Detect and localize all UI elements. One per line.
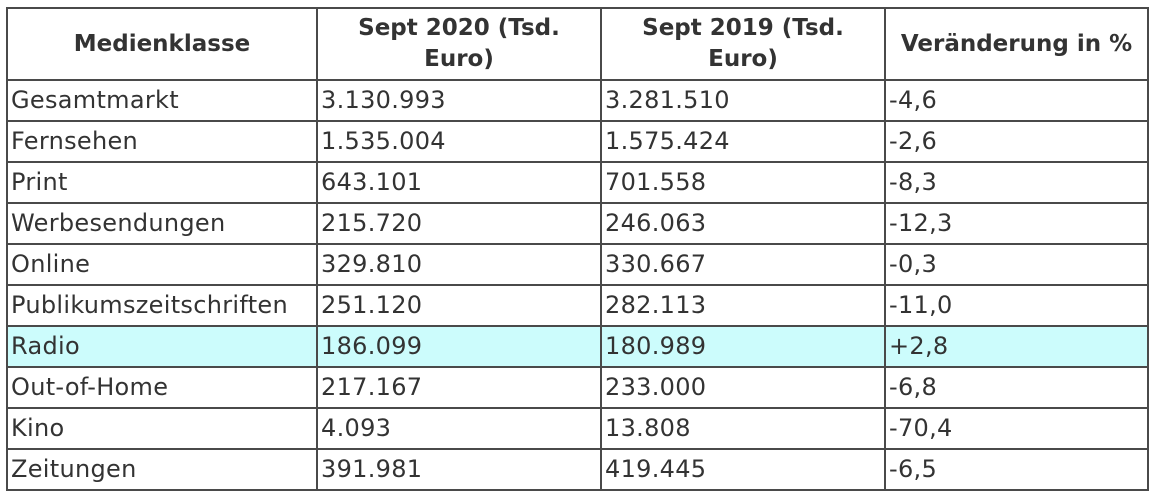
cell: -6,5 — [884, 448, 1149, 491]
cell: 282.113 — [600, 284, 886, 327]
table-row: Out-of-Home 217.167 233.000 -6,8 — [6, 366, 1149, 409]
cell: -4,6 — [884, 79, 1149, 122]
cell: 1.575.424 — [600, 120, 886, 163]
cell: 1.535.004 — [316, 120, 602, 163]
cell: 251.120 — [316, 284, 602, 327]
row-label: Gesamtmarkt — [6, 79, 318, 122]
row-label: Zeitungen — [6, 448, 318, 491]
table-row: Online 329.810 330.667 -0,3 — [6, 243, 1149, 286]
cell: 643.101 — [316, 161, 602, 204]
cell: 246.063 — [600, 202, 886, 245]
column-header: Medienklasse — [6, 7, 318, 81]
table-row: Fernsehen 1.535.004 1.575.424 -2,6 — [6, 120, 1149, 163]
cell: +2,8 — [884, 325, 1149, 368]
cell: -8,3 — [884, 161, 1149, 204]
header-row: Medienklasse Sept 2020 (Tsd. Euro) Sept 20… — [6, 7, 1149, 81]
cell: 330.667 — [600, 243, 886, 286]
cell: 233.000 — [600, 366, 886, 409]
row-label: Online — [6, 243, 318, 286]
table-header: Medienklasse Sept 2020 (Tsd. Euro) Sept 20… — [6, 7, 1149, 81]
cell: 701.558 — [600, 161, 886, 204]
cell: 419.445 — [600, 448, 886, 491]
cell: 215.720 — [316, 202, 602, 245]
cell: 3.130.993 — [316, 79, 602, 122]
cell: 217.167 — [316, 366, 602, 409]
cell: -0,3 — [884, 243, 1149, 286]
cell: 180.989 — [600, 325, 886, 368]
cell: 329.810 — [316, 243, 602, 286]
cell: -11,0 — [884, 284, 1149, 327]
table-row: Print 643.101 701.558 -8,3 — [6, 161, 1149, 204]
column-header: Veränderung in % — [884, 7, 1149, 81]
cell: -2,6 — [884, 120, 1149, 163]
cell: 13.808 — [600, 407, 886, 450]
cell: 3.281.510 — [600, 79, 886, 122]
row-label: Out-of-Home — [6, 366, 318, 409]
cell: 186.099 — [316, 325, 602, 368]
row-label: Werbesendungen — [6, 202, 318, 245]
column-header: Sept 2019 (Tsd. Euro) — [600, 7, 886, 81]
cell: 4.093 — [316, 407, 602, 450]
cell: 391.981 — [316, 448, 602, 491]
row-label: Kino — [6, 407, 318, 450]
data-table: Medienklasse Sept 2020 (Tsd. Euro) Sept 20… — [6, 7, 1149, 491]
table-row: Kino 4.093 13.808 -70,4 — [6, 407, 1149, 450]
row-label: Radio — [6, 325, 318, 368]
row-label: Fernsehen — [6, 120, 318, 163]
table-row: Publikumszeitschriften 251.120 282.113 -11,… — [6, 284, 1149, 327]
column-header: Sept 2020 (Tsd. Euro) — [316, 7, 602, 81]
row-label: Publikumszeitschriften — [6, 284, 318, 327]
table-row: Zeitungen 391.981 419.445 -6,5 — [6, 448, 1149, 491]
cell: -6,8 — [884, 366, 1149, 409]
table-row: Gesamtmarkt 3.130.993 3.281.510 -4,6 — [6, 79, 1149, 122]
table-row: Werbesendungen 215.720 246.063 -12,3 — [6, 202, 1149, 245]
row-label: Print — [6, 161, 318, 204]
cell: -12,3 — [884, 202, 1149, 245]
table-body: Gesamtmarkt 3.130.993 3.281.510 -4,6 Fernseh… — [6, 79, 1149, 491]
cell: -70,4 — [884, 407, 1149, 450]
table-row: Radio 186.099 180.989 +2,8 — [6, 325, 1149, 368]
